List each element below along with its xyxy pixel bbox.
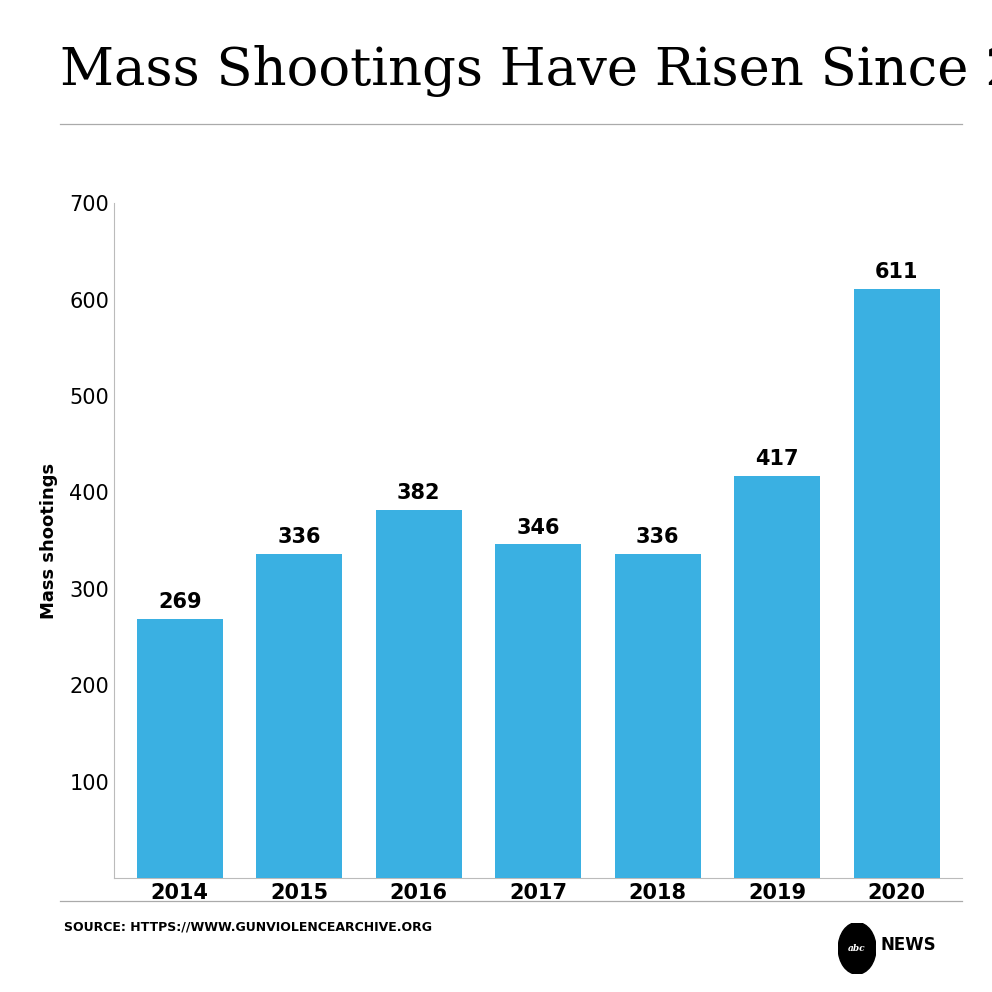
Text: 417: 417: [755, 449, 799, 469]
Text: 382: 382: [397, 483, 440, 503]
Bar: [495, 545, 581, 878]
Text: Mass Shootings Have Risen Since 2014: Mass Shootings Have Risen Since 2014: [60, 45, 992, 96]
Text: 611: 611: [875, 262, 919, 283]
Bar: [853, 289, 939, 878]
Text: 336: 336: [636, 528, 680, 548]
Text: NEWS: NEWS: [881, 936, 936, 954]
Y-axis label: Mass shootings: Mass shootings: [41, 462, 59, 619]
Text: 346: 346: [517, 518, 559, 538]
Bar: [137, 619, 223, 878]
Bar: [615, 555, 700, 878]
Bar: [734, 476, 820, 878]
Text: 336: 336: [278, 528, 321, 548]
Bar: [376, 510, 461, 878]
Text: 269: 269: [158, 592, 201, 612]
Text: SOURCE: HTTPS://WWW.GUNVIOLENCEARCHIVE.ORG: SOURCE: HTTPS://WWW.GUNVIOLENCEARCHIVE.O…: [64, 921, 433, 933]
Ellipse shape: [838, 923, 876, 974]
Text: abc: abc: [848, 943, 866, 953]
Bar: [256, 555, 342, 878]
